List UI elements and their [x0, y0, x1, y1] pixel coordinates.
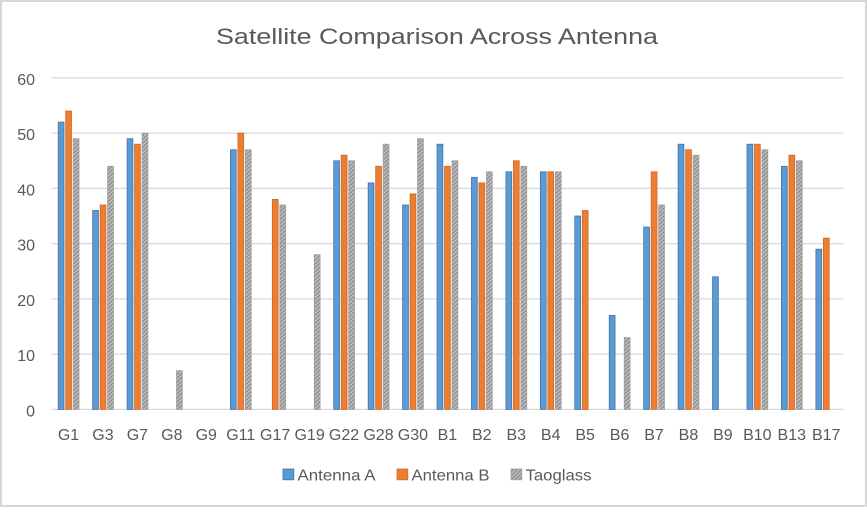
svg-text:B6: B6 [610, 427, 630, 444]
svg-text:Antenna B: Antenna B [412, 468, 490, 485]
svg-text:40: 40 [17, 182, 35, 199]
svg-text:20: 20 [17, 293, 35, 310]
svg-text:B5: B5 [575, 427, 595, 444]
svg-text:30: 30 [17, 238, 35, 255]
svg-text:B7: B7 [644, 427, 664, 444]
svg-text:G28: G28 [363, 427, 393, 444]
svg-text:0: 0 [26, 403, 35, 420]
svg-text:G1: G1 [58, 427, 79, 444]
svg-text:B1: B1 [438, 427, 458, 444]
svg-text:50: 50 [17, 127, 35, 144]
svg-text:G17: G17 [260, 427, 290, 444]
svg-text:Taoglass: Taoglass [526, 468, 592, 485]
svg-text:Antenna A: Antenna A [298, 468, 376, 485]
svg-text:G19: G19 [294, 427, 324, 444]
svg-text:B17: B17 [812, 427, 841, 444]
svg-text:G3: G3 [92, 427, 113, 444]
svg-text:B9: B9 [713, 427, 733, 444]
svg-text:B3: B3 [506, 427, 526, 444]
svg-text:G9: G9 [196, 427, 217, 444]
svg-text:B2: B2 [472, 427, 492, 444]
svg-text:B8: B8 [679, 427, 699, 444]
svg-text:G30: G30 [398, 427, 428, 444]
svg-text:B4: B4 [541, 427, 561, 444]
svg-text:G22: G22 [329, 427, 359, 444]
svg-text:B13: B13 [778, 427, 807, 444]
svg-text:G7: G7 [127, 427, 148, 444]
svg-text:10: 10 [17, 348, 35, 365]
svg-text:B10: B10 [743, 427, 772, 444]
svg-text:G11: G11 [226, 427, 255, 444]
svg-text:G8: G8 [161, 427, 182, 444]
svg-text:60: 60 [17, 72, 35, 89]
svg-text:Satellite Comparison Across An: Satellite Comparison Across Antenna [216, 24, 659, 49]
